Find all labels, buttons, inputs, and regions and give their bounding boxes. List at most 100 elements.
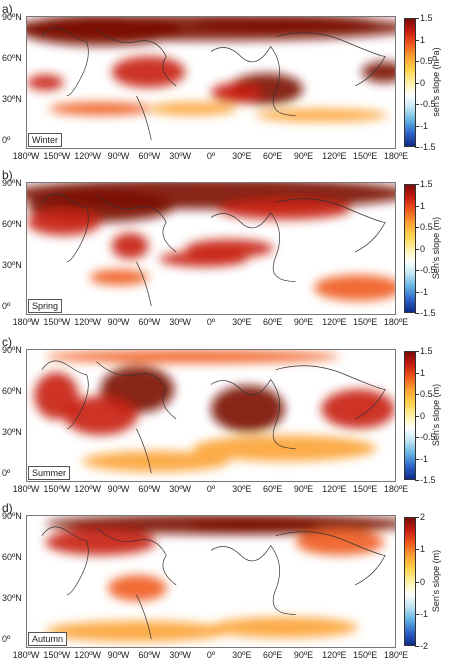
trend-blob <box>192 17 377 31</box>
longitude-tick: 30ºE <box>232 484 252 494</box>
trend-blob <box>34 372 79 420</box>
longitude-tick: 30ºE <box>232 650 252 660</box>
coastline <box>136 95 152 141</box>
coastline <box>275 365 386 420</box>
longitude-tick: 180ºE <box>383 151 409 161</box>
longitude-tick: 90ºE <box>293 650 314 660</box>
latitude-tick: 0º <box>2 634 11 644</box>
colorbar-tick-label: -0.5 <box>420 432 436 442</box>
trend-blob <box>148 102 237 116</box>
coastline <box>275 32 386 87</box>
trend-blob <box>211 616 359 638</box>
longitude-tick: 120ºW <box>74 317 102 327</box>
longitude-tick: 120ºW <box>74 650 102 660</box>
trend-blob <box>89 269 149 286</box>
coastline <box>210 45 296 116</box>
trend-blob <box>49 102 153 116</box>
colorbar-tick-label: 1 <box>420 544 426 555</box>
colorbar-tick-mark <box>415 104 419 105</box>
longitude-tick: 150ºW <box>43 151 71 161</box>
latitude-tick: 60ºN <box>2 53 22 63</box>
longitude-tick: 30ºE <box>232 151 252 161</box>
longitude-tick: 60ºE <box>263 317 283 327</box>
longitude-axis: 180ºW 150ºW 120ºW 90ºW 60ºW 30ºW 0º 30ºE 60ºE 90º… <box>0 484 451 496</box>
colorbar-tick-mark <box>415 351 419 352</box>
longitude-tick: 30ºE <box>232 317 252 327</box>
longitude-tick: 60ºW <box>138 650 161 660</box>
longitude-tick: 90ºE <box>293 151 314 161</box>
longitude-tick: 30ºW <box>169 650 192 660</box>
colorbar-tick-mark <box>415 581 419 583</box>
trend-blob <box>111 232 149 259</box>
longitude-tick: 60ºW <box>138 484 161 494</box>
colorbar-label: Sen's slope (m) <box>431 216 441 280</box>
coastline <box>275 198 386 253</box>
longitude-tick: 90ºW <box>107 650 130 660</box>
colorbar-tick-label: 1 <box>420 367 426 378</box>
colorbar-tick-mark <box>415 549 419 551</box>
latitude-tick: 90ºN <box>2 12 22 22</box>
longitude-tick: 60ºE <box>263 484 283 494</box>
colorbar-tick-label: 0 <box>420 576 426 587</box>
latitude-tick: 0º <box>2 135 11 145</box>
coastline <box>210 378 296 449</box>
colorbar-tick-mark <box>415 227 419 228</box>
colorbar-tick-label: -1.5 <box>420 475 436 485</box>
map-panel: b) Spring 90ºN 60ºN 30ºN 0º 180ºW 150ºW 120ºW 90º… <box>0 168 451 332</box>
longitude-tick: 180ºE <box>383 317 409 327</box>
longitude-tick: 60ºW <box>138 151 161 161</box>
trend-blob <box>321 389 395 429</box>
colorbar-label: Sen's slope (m) <box>431 549 441 613</box>
colorbar-tick-label: 0.5 <box>420 389 433 399</box>
longitude-tick: 30ºW <box>169 151 192 161</box>
trend-blob <box>27 17 182 46</box>
coastline <box>96 28 177 87</box>
colorbar-tick-mark <box>415 394 419 395</box>
colorbar-tick-label: -1 <box>420 453 429 464</box>
colorbar-tick-mark <box>415 613 419 615</box>
longitude-tick: 180ºW <box>12 317 40 327</box>
trend-blob <box>211 82 263 104</box>
colorbar-tick-label: -1 <box>420 286 429 297</box>
colorbar-tick-label: 1.5 <box>420 179 433 189</box>
longitude-tick: 120ºE <box>322 317 347 327</box>
colorbar-tick-label: 0 <box>420 77 426 88</box>
coastline <box>96 527 177 586</box>
colorbar-tick-mark <box>415 125 419 127</box>
coastline <box>136 428 152 474</box>
latitude-tick: 30ºN <box>2 427 22 437</box>
longitude-tick: 0º <box>206 650 216 660</box>
coastline <box>275 531 386 586</box>
trend-blob <box>107 574 167 602</box>
latitude-tick: 90ºN <box>2 345 22 355</box>
longitude-tick: 150ºW <box>43 650 71 660</box>
trend-field <box>27 17 395 141</box>
latitude-tick: 60ºN <box>2 386 22 396</box>
panel-letter: d) <box>2 501 13 515</box>
colorbar-tick-label: 1 <box>420 200 426 211</box>
colorbar-label: Sen's slope (m) <box>431 383 441 447</box>
colorbar-tick-mark <box>415 313 419 314</box>
trend-blob <box>45 620 230 642</box>
season-label: Winter <box>28 133 63 147</box>
longitude-tick: 30ºW <box>169 484 192 494</box>
trend-field <box>27 183 395 307</box>
colorbar-tick-label: -1 <box>420 608 429 619</box>
colorbar-tick-mark <box>415 248 419 250</box>
colorbar-tick-mark <box>415 480 419 481</box>
trend-blob <box>188 519 322 534</box>
longitude-tick: 0º <box>206 484 216 494</box>
colorbar-tick-label: -0.5 <box>420 265 436 275</box>
colorbar-tick-label: 1.5 <box>420 346 433 356</box>
coastline <box>96 361 177 420</box>
longitude-tick: 150ºE <box>353 317 378 327</box>
coastline <box>41 526 89 596</box>
colorbar-tick-mark <box>415 437 419 438</box>
colorbar-tick-label: -1.5 <box>420 308 436 318</box>
longitude-tick: 180ºE <box>383 484 409 494</box>
trend-blob <box>27 74 64 91</box>
trend-blob <box>361 61 395 83</box>
colorbar-tick-mark <box>415 82 419 84</box>
longitude-tick: 120ºW <box>74 151 102 161</box>
season-label: Autumn <box>28 632 68 646</box>
